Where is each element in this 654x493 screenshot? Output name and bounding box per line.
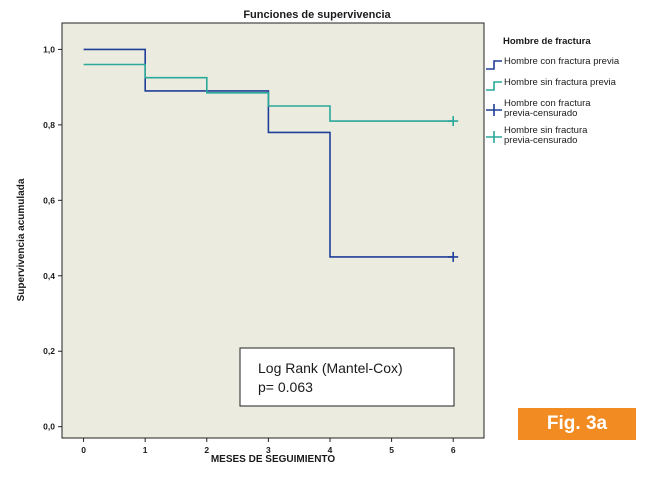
legend-plus-icon [486,104,502,116]
legend-label-3: previa-censurado [504,108,577,119]
x-tick-label: 2 [204,445,209,455]
legend-label-3: Hombre con fractura [504,98,591,109]
x-tick-label: 4 [328,445,333,455]
x-axis-label: MESES DE SEGUIMIENTO [211,454,336,465]
x-tick-label: 6 [451,445,456,455]
y-tick-label: 0,2 [43,346,55,356]
censor-mark [448,116,459,127]
chart-title: Funciones de supervivencia [243,9,391,21]
legend-label-4: previa-censurado [504,135,577,146]
series-line-2 [83,63,454,122]
x-tick-label: 0 [81,445,86,455]
x-tick-label: 3 [266,445,271,455]
legend: Hombre con fractura previa Hombre sin fra… [486,56,620,146]
stat-line-2: p= 0.063 [258,379,313,395]
x-tick-label: 1 [143,445,148,455]
stat-line-1: Log Rank (Mantel-Cox) [258,360,403,376]
y-tick-label: 0,6 [43,195,55,205]
x-axis-ticks: 0 1 2 3 4 5 6 [81,438,456,455]
legend-label-2: Hombre sin fractura previa [504,77,617,88]
legend-label-1: Hombre con fractura previa [504,56,620,67]
figure-badge: Fig. 3a [518,408,636,440]
series-layer [83,48,459,262]
legend-title: Hombre de fractura [503,36,591,47]
stat-box [239,347,455,407]
legend-plus-icon [486,131,502,143]
y-tick-label: 1,0 [43,44,55,54]
y-tick-label: 0,0 [43,422,55,432]
legend-step-icon [486,81,502,91]
legend-label-4: Hombre sin fractura [504,125,588,136]
y-axis-label: Supervivencia acumulada [16,178,27,301]
y-tick-label: 0,8 [43,120,55,130]
legend-step-icon [486,60,502,70]
x-tick-label: 5 [389,445,394,455]
y-tick-label: 0,4 [43,271,55,281]
y-axis-ticks: 0,0 0,2 0,4 0,6 0,8 1,0 [43,44,62,432]
series-line-1 [83,48,454,258]
censor-mark [448,251,459,262]
